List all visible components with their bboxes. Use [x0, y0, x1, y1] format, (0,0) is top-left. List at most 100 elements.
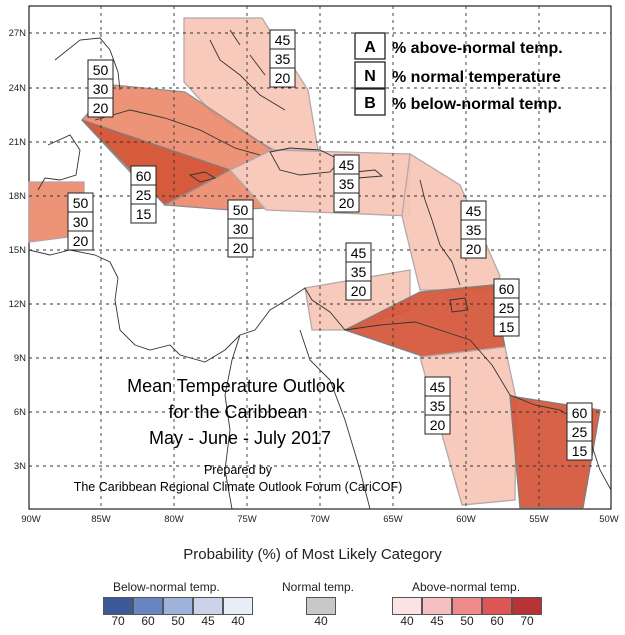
map-title: Mean Temperature Outlook for the Caribbe… [74, 376, 403, 494]
prepared-by-line2: The Caribbean Regional Climate Outlook F… [74, 480, 403, 494]
lon-label-90w: 90W [21, 514, 41, 525]
prob-cell [130, 203, 157, 224]
prob-value-b: 20 [73, 233, 89, 249]
key-letter-below: B [364, 95, 376, 112]
category-key: A % above-normal temp. N % normal temper… [354, 32, 563, 116]
prob-value-a: 45 [351, 245, 367, 261]
coastline-colombia-andes [299, 329, 371, 510]
region-box-jamaica: 60 25 15 [130, 165, 157, 224]
region-box-cuba: 50 30 20 [87, 59, 114, 118]
lon-label-80w: 80W [164, 514, 184, 525]
latitude-labels: 27N 24N 21N 18N 15N 12N 9N 6N 3N [9, 28, 27, 472]
prob-value-n: 25 [572, 424, 588, 440]
key-text-above: % above-normal temp. [392, 40, 563, 57]
prob-cell [67, 230, 94, 251]
coastline-jamaica [188, 171, 217, 183]
legend-above-tick: 45 [430, 614, 444, 628]
legend-below-tick: 40 [231, 614, 245, 628]
key-row-below: B % below-normal temp. [354, 88, 562, 116]
prob-value-n: 30 [233, 221, 249, 237]
prepared-by-line1: Prepared by [204, 463, 273, 477]
lat-label-6n: 6N [14, 407, 26, 418]
prob-value-b: 20 [430, 417, 446, 433]
legend-below-swatch [223, 597, 253, 615]
prob-value-b: 15 [136, 206, 152, 222]
lat-label-27n: 27N [9, 28, 27, 39]
lat-label-12n: 12N [9, 299, 27, 310]
lon-label-70w: 70W [310, 514, 330, 525]
prob-value-n: 35 [430, 398, 446, 414]
prob-value-a: 50 [233, 202, 249, 218]
legend-below-tick: 45 [201, 614, 215, 628]
key-box-above [354, 32, 386, 60]
region-box-bahamas: 45 35 20 [269, 29, 296, 88]
key-letter-normal: N [364, 68, 376, 85]
key-row-above: A % above-normal temp. [354, 32, 563, 60]
region-probability-boxes: 45 35 20 50 30 20 50 30 20 60 25 15 50 30 20 45 35 20 45 35… [67, 29, 593, 461]
prob-cell [227, 237, 254, 258]
prob-cell [424, 414, 451, 435]
prob-value-b: 20 [233, 240, 249, 256]
prob-value-n: 25 [499, 300, 515, 316]
legend-normal-swatch [306, 597, 336, 615]
legend-below-label: Below-normal temp. [113, 580, 220, 594]
prob-value-n: 35 [339, 176, 355, 192]
legend-above-tick: 50 [460, 614, 474, 628]
prob-value-n: 25 [136, 187, 152, 203]
prob-value-b: 15 [499, 319, 515, 335]
prob-value-b: 20 [351, 283, 367, 299]
prob-value-a: 45 [275, 32, 291, 48]
lat-label-15n: 15N [9, 245, 27, 256]
legend-below-tick: 50 [171, 614, 185, 628]
coastline-venezuela [344, 321, 471, 341]
coastline-florida [54, 37, 121, 91]
coastline-panama-colombia [239, 287, 346, 336]
longitude-labels: 90W 85W 80W 75W 70W 65W 60W 55W 50W [21, 514, 619, 525]
prob-value-b: 15 [572, 443, 588, 459]
lat-label-9n: 9N [14, 353, 26, 364]
lat-label-3n: 3N [14, 461, 26, 472]
prob-value-a: 45 [339, 157, 355, 173]
prob-cell [269, 67, 296, 88]
lon-label-75w: 75W [237, 514, 257, 525]
legend-above-label: Above-normal temp. [412, 580, 521, 594]
prob-cell [566, 440, 593, 461]
map-title-line1: Mean Temperature Outlook [127, 376, 346, 396]
region-box-lesser-antilles: 45 35 20 [460, 200, 487, 259]
prob-value-a: 50 [93, 62, 109, 78]
prob-cell [493, 316, 520, 337]
prob-cell [460, 238, 487, 259]
key-box-below [354, 88, 386, 116]
coastline-lesser-antilles [419, 179, 461, 286]
prob-cell [87, 97, 114, 118]
region-box-abc-islands: 45 35 20 [345, 242, 372, 301]
key-text-normal: % normal temperature [392, 69, 561, 86]
coastline-yucatan [37, 134, 81, 191]
legend-below-tick: 60 [141, 614, 155, 628]
coastline-trinidad [449, 297, 469, 313]
prob-value-n: 35 [351, 264, 367, 280]
legend-title: Probability (%) of Most Likely Category [183, 546, 442, 563]
lon-label-85w: 85W [91, 514, 111, 525]
legend-below-swatch [193, 597, 223, 615]
prob-value-b: 20 [339, 195, 355, 211]
legend-above-tick: 60 [490, 614, 504, 628]
map-title-line3: May - June - July 2017 [149, 428, 331, 448]
prob-value-a: 60 [136, 168, 152, 184]
legend-normal-label: Normal temp. [282, 580, 355, 594]
prob-value-n: 35 [275, 51, 291, 67]
region-box-south-hispaniola: 50 30 20 [227, 199, 254, 258]
coastline-guyana [469, 339, 612, 491]
region-box-greater-antilles-east: 45 35 20 [333, 154, 360, 213]
coastline-central-america [28, 249, 241, 363]
legend-above-swatch [482, 597, 512, 615]
map-title-line2: for the Caribbean [168, 402, 307, 422]
coastline-cuba [94, 109, 261, 156]
prob-value-a: 45 [430, 379, 446, 395]
lat-label-24n: 24N [9, 83, 27, 94]
prob-value-b: 20 [275, 70, 291, 86]
lon-label-50w: 50W [599, 514, 619, 525]
lat-label-18n: 18N [9, 191, 27, 202]
